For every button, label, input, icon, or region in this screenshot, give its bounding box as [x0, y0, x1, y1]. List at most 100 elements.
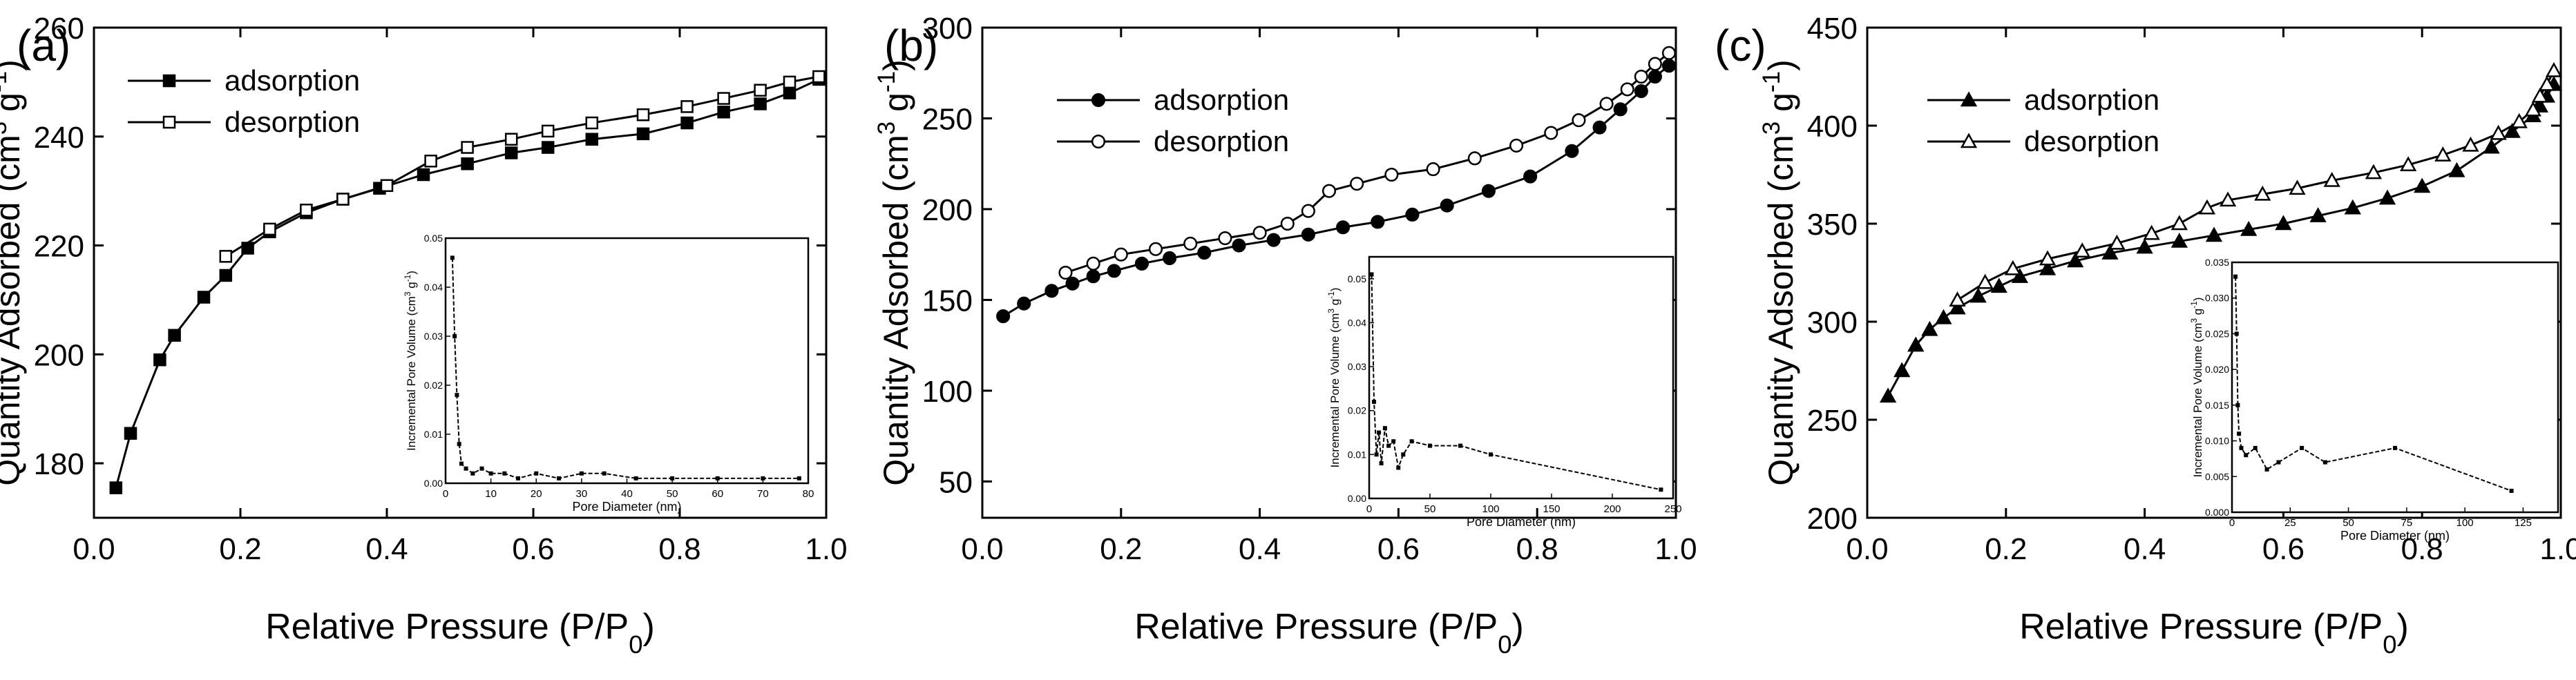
inset-y-axis-label: Incremental Pore Volume (cm3 g-1) [403, 271, 418, 451]
data-point [1163, 251, 1177, 266]
inset-data-point [450, 255, 455, 260]
data-point [2483, 138, 2500, 154]
data-point [1572, 113, 1586, 128]
inset-data-point [1489, 452, 1493, 457]
plot-frame [93, 26, 828, 519]
inset-x-axis-label: Pore Diameter (nm) [572, 500, 681, 514]
data-point [2170, 215, 2188, 231]
y-tick-label: 100 [922, 375, 973, 409]
inset-x-axis-label: Pore Diameter (nm) [1467, 515, 1576, 529]
inset-chart: 0 10 20 30 40 50 60 70 80 0.00 0.01 0.02 0.03 0.04 0.0… [403, 233, 814, 514]
data-point [263, 222, 276, 236]
data-point [1544, 126, 1558, 140]
data-point [1134, 256, 1149, 271]
data-point [1107, 264, 1121, 278]
inset-x-tick-label: 125 [2515, 517, 2532, 529]
inset-y-tick-label: 0.020 [2205, 364, 2229, 375]
inset-chart: 0 50 100 150 200 250 0.00 0.01 0.02 0.03 0.04 0.05 P… [1326, 255, 1682, 529]
data-point [541, 124, 555, 138]
inset-data-point [479, 466, 484, 471]
inset-data-point [1396, 465, 1401, 470]
inset-data-point [488, 471, 493, 476]
data-point [461, 141, 474, 154]
data-point [1921, 320, 1938, 336]
x-tick-label: 0.2 [1985, 532, 2027, 566]
inset-data-point [516, 476, 520, 480]
x-tick-label: 0.8 [658, 532, 700, 566]
data-point [1523, 169, 1538, 184]
data-point [197, 291, 211, 304]
data-point [2399, 156, 2417, 172]
data-point [219, 269, 233, 282]
data-point [2074, 242, 2091, 258]
x-tick-label: 0.4 [1239, 532, 1281, 566]
data-point [2205, 226, 2223, 242]
data-point [2365, 164, 2383, 179]
x-tick-label: 0.0 [961, 532, 1003, 566]
inset-data-point [2237, 431, 2242, 436]
panel-label: (c) [1715, 21, 1766, 70]
plot-frame [981, 26, 1677, 519]
legend-label: adsorption [1154, 84, 1289, 116]
legend-marker [162, 115, 176, 129]
data-point [1634, 69, 1648, 84]
inset-data-point [452, 334, 457, 338]
y-tick-label: 180 [34, 447, 84, 481]
data-point [417, 168, 430, 182]
inset-data-point [455, 393, 459, 398]
data-point [2414, 177, 2431, 193]
data-point [1426, 162, 1440, 177]
data-point [1183, 236, 1198, 251]
data-point [1949, 299, 1966, 315]
inset-y-tick-label: 0.00 [1348, 493, 1366, 504]
data-point [636, 108, 650, 122]
y-tick-label: 250 [1807, 404, 1858, 438]
data-point [1058, 265, 1073, 280]
inset-x-tick-label: 75 [2401, 517, 2413, 529]
inset-data-point [1374, 452, 1379, 457]
data-point [380, 179, 394, 193]
inset-data-point [1372, 400, 1377, 404]
inset-x-tick-label: 0 [2229, 517, 2235, 529]
data-point [1371, 215, 1385, 229]
data-point [1634, 84, 1648, 99]
inset-data-point [2300, 445, 2305, 450]
data-point [1565, 144, 1579, 158]
inset-y-tick-label: 0.02 [424, 380, 443, 391]
inset-x-tick-label: 50 [1424, 503, 1436, 515]
data-point [168, 329, 181, 342]
data-point [2462, 136, 2479, 152]
series-adsorption [1879, 75, 2563, 403]
inset-data-point [579, 471, 584, 476]
data-point [1481, 184, 1496, 198]
data-point [461, 157, 474, 171]
x-tick-label: 0.4 [365, 532, 408, 566]
data-point [783, 86, 796, 99]
inset-data-point [1428, 443, 1432, 448]
data-point [1467, 151, 1482, 166]
data-point [783, 75, 796, 89]
data-point [1065, 276, 1080, 291]
data-point [1509, 138, 1524, 153]
data-point [680, 100, 694, 113]
legend-marker [1091, 93, 1106, 108]
inset-chart: 0 25 50 75 100 125 0.000 0.005 0.010 0.015 0.020 0.… [2189, 257, 2559, 543]
data-point [2108, 234, 2126, 250]
y-tick-label: 300 [922, 12, 973, 46]
y-tick-label: 350 [1807, 208, 1858, 242]
data-point [2101, 244, 2119, 260]
series-adsorption [996, 59, 1677, 324]
legend-marker [1960, 133, 1978, 148]
inset-data-point [761, 476, 765, 480]
inset-y-tick-label: 0.05 [1348, 273, 1366, 284]
inset-x-tick-label: 50 [2343, 517, 2354, 529]
data-point [812, 70, 826, 84]
legend-marker [1091, 134, 1106, 149]
data-point [1266, 233, 1281, 247]
data-point [1935, 309, 1952, 324]
y-tick-label: 200 [1807, 502, 1858, 536]
series-desorption [1058, 46, 1677, 280]
data-point [636, 127, 650, 141]
inset-data-point [715, 476, 720, 480]
inset-frame [1368, 255, 1675, 500]
